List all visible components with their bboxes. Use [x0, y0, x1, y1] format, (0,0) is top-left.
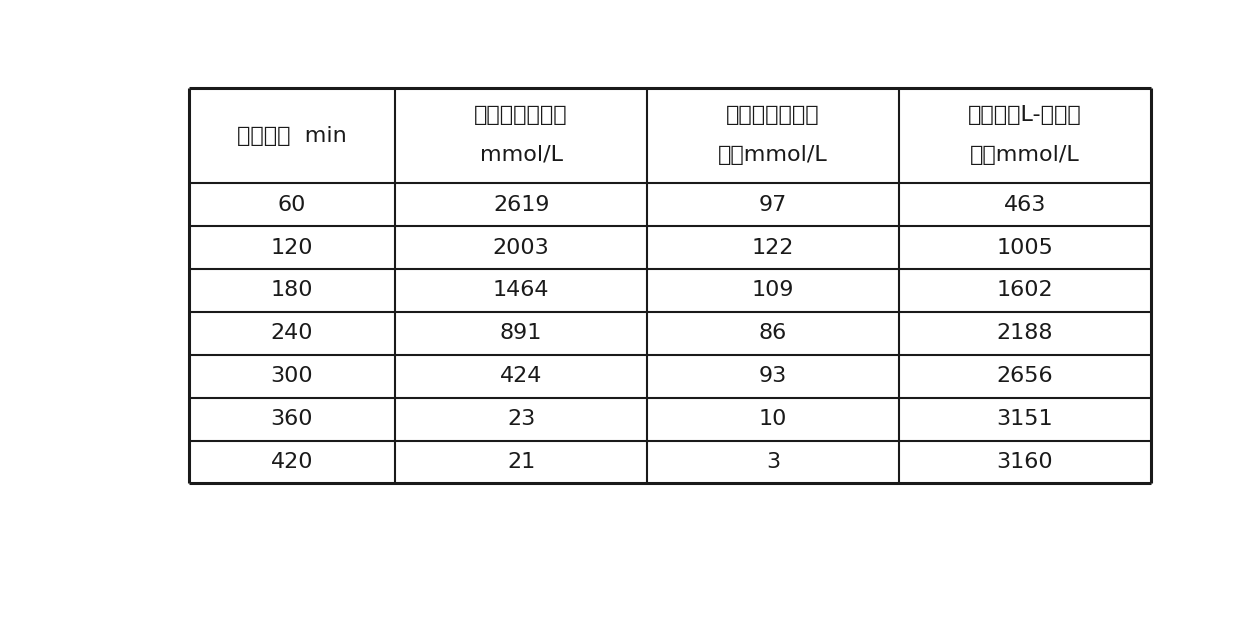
Text: 2003: 2003 [492, 237, 549, 258]
Text: 93: 93 [759, 367, 787, 386]
Text: 中间产物（富马: 中间产物（富马 [727, 104, 820, 125]
Text: 180: 180 [270, 280, 314, 301]
Text: 取样时间  min: 取样时间 min [237, 126, 347, 146]
Text: 10: 10 [759, 409, 787, 429]
Text: 360: 360 [270, 409, 314, 429]
Text: 109: 109 [751, 280, 794, 301]
Text: 463: 463 [1003, 194, 1045, 215]
Text: 86: 86 [759, 323, 787, 343]
Text: 240: 240 [270, 323, 314, 343]
Text: 1464: 1464 [492, 280, 549, 301]
Text: 酸）mmol/L: 酸）mmol/L [718, 145, 828, 165]
Text: 420: 420 [270, 452, 314, 472]
Text: 120: 120 [270, 237, 314, 258]
Text: 424: 424 [500, 367, 542, 386]
Text: 891: 891 [500, 323, 542, 343]
Text: mmol/L: mmol/L [480, 145, 563, 165]
Text: 21: 21 [507, 452, 536, 472]
Text: 60: 60 [278, 194, 306, 215]
Text: 3160: 3160 [997, 452, 1053, 472]
Text: 酸）mmol/L: 酸）mmol/L [970, 145, 1080, 165]
Text: 300: 300 [270, 367, 314, 386]
Text: 3: 3 [766, 452, 780, 472]
Text: 23: 23 [507, 409, 536, 429]
Text: 2619: 2619 [492, 194, 549, 215]
Text: 97: 97 [759, 194, 787, 215]
Text: 122: 122 [751, 237, 794, 258]
Text: 1602: 1602 [997, 280, 1053, 301]
Text: 2188: 2188 [997, 323, 1053, 343]
Text: 1005: 1005 [996, 237, 1053, 258]
Text: 底物（马来酸）: 底物（马来酸） [475, 104, 568, 125]
Text: 终产物（L-天冬氨: 终产物（L-天冬氨 [968, 104, 1081, 125]
Text: 3151: 3151 [997, 409, 1053, 429]
Text: 2656: 2656 [997, 367, 1053, 386]
